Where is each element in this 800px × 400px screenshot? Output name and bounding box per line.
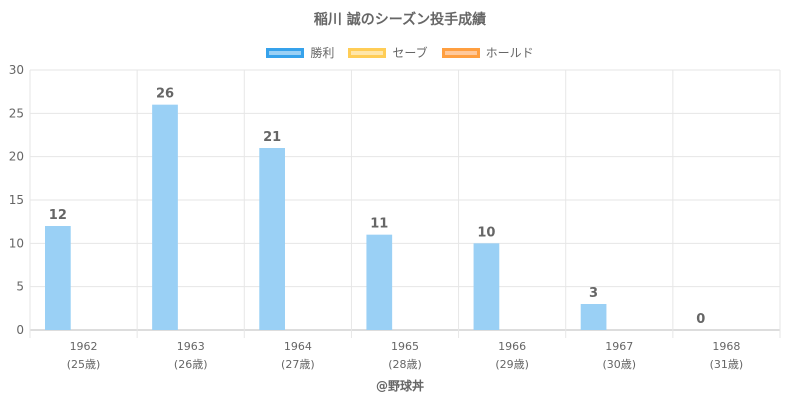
legend-swatch-holds xyxy=(441,47,480,58)
x-tick-sublabel: (31歳) xyxy=(710,358,744,371)
x-tick-sublabel: (30歳) xyxy=(602,358,636,371)
x-tick-label: 1967 xyxy=(605,340,633,353)
x-tick-label: 1962 xyxy=(70,340,98,353)
x-tick-label: 1968 xyxy=(712,340,740,353)
bar xyxy=(580,304,607,330)
legend-label-wins: 勝利 xyxy=(310,46,335,60)
chart-legend: 勝利 セーブ ホールド xyxy=(0,44,800,61)
legend-label-holds: ホールド xyxy=(485,46,534,60)
legend-label-saves: セーブ xyxy=(392,46,428,60)
data-label: 0 xyxy=(696,312,705,327)
legend-item-holds[interactable]: ホールド xyxy=(441,44,534,61)
legend-item-wins[interactable]: 勝利 xyxy=(266,44,334,61)
x-tick-label: 1965 xyxy=(391,340,419,353)
y-tick-label: 15 xyxy=(9,193,24,207)
data-label: 3 xyxy=(589,286,598,301)
bar xyxy=(259,148,285,330)
bar xyxy=(152,104,178,331)
legend-swatch-saves xyxy=(348,47,387,58)
data-label: 11 xyxy=(370,217,388,232)
bar xyxy=(473,243,500,330)
bar xyxy=(366,234,393,330)
x-tick-label: 1964 xyxy=(284,340,312,353)
y-tick-label: 25 xyxy=(9,106,24,120)
x-tick-sublabel: (25歳) xyxy=(67,358,101,371)
data-label: 10 xyxy=(477,225,495,240)
y-tick-label: 10 xyxy=(9,236,24,250)
chart-title: 稲川 誠のシーズン投手成績 xyxy=(313,12,487,28)
y-tick-label: 0 xyxy=(16,323,24,337)
credit-text: @野球丼 xyxy=(375,379,424,393)
x-tick-sublabel: (28歳) xyxy=(388,358,422,371)
y-tick-label: 20 xyxy=(9,150,24,164)
legend-swatch-wins xyxy=(266,47,305,58)
legend-item-saves[interactable]: セーブ xyxy=(348,44,428,61)
bar xyxy=(45,226,71,330)
x-tick-sublabel: (29歳) xyxy=(495,358,529,371)
data-label: 26 xyxy=(156,87,174,102)
x-tick-label: 1966 xyxy=(498,340,526,353)
x-tick-sublabel: (27歳) xyxy=(281,358,315,371)
data-label: 21 xyxy=(263,130,281,145)
data-label: 12 xyxy=(49,208,67,223)
y-tick-label: 30 xyxy=(9,63,24,77)
x-tick-sublabel: (26歳) xyxy=(174,358,208,371)
y-tick-label: 5 xyxy=(16,280,24,294)
x-tick-label: 1963 xyxy=(177,340,205,353)
